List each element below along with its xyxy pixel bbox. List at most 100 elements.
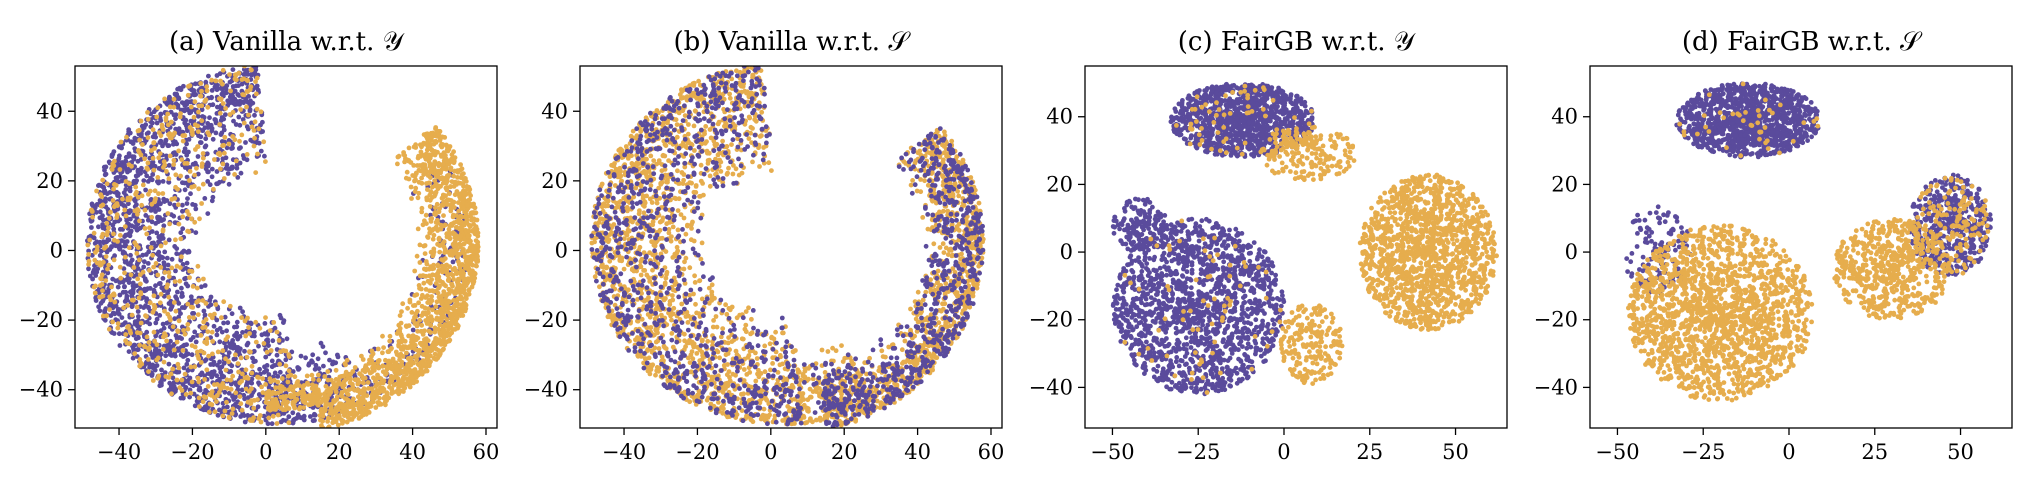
scatter-point (124, 218, 130, 223)
scatter-point (133, 173, 139, 179)
scatter-point (176, 96, 182, 102)
scatter-point (173, 268, 178, 274)
scatter-point (169, 391, 174, 397)
scatter-point (241, 156, 247, 161)
scatter-point (237, 160, 243, 166)
scatter-point (121, 190, 127, 196)
scatter-point (236, 70, 242, 76)
scatter-point (181, 342, 187, 348)
scatter-point (438, 226, 444, 232)
scatter-point (248, 379, 254, 385)
axes-frame (74, 65, 498, 429)
scatter-point (140, 252, 146, 258)
scatter-point (374, 376, 380, 382)
scatter-point (347, 399, 353, 405)
scatter-point (145, 357, 151, 362)
scatter-point (256, 343, 261, 349)
scatter-point (310, 377, 316, 382)
scatter-point (234, 165, 240, 171)
scatter-point (105, 266, 110, 272)
scatter-point (255, 397, 260, 402)
scatter-point (180, 208, 185, 214)
scatter-point (214, 82, 220, 88)
scatter-point (106, 225, 111, 231)
scatter-point (450, 230, 456, 236)
scatter-point (373, 364, 379, 370)
scatter-point (432, 329, 438, 335)
scatter-point (646, 355, 652, 361)
scatter-point (421, 280, 427, 286)
scatter-point (146, 191, 151, 197)
scatter-point (98, 203, 104, 209)
scatter-point (322, 408, 328, 414)
scatter-point (167, 201, 173, 207)
scatter-point (170, 375, 176, 381)
scatter-point (196, 298, 202, 304)
scatter-point (171, 141, 176, 147)
scatter-point (320, 418, 325, 424)
scatter-point (427, 230, 433, 236)
scatter-point (451, 184, 457, 189)
scatter-point (465, 233, 470, 239)
scatter-point (274, 329, 280, 335)
scatter-point (226, 350, 232, 356)
scatter-point (167, 352, 173, 357)
scatter-point (312, 366, 318, 372)
scatter-point (159, 382, 164, 388)
scatter-point (225, 166, 230, 172)
scatter-point (207, 182, 213, 188)
scatter-point (267, 392, 272, 398)
scatter-point (398, 320, 404, 326)
scatter-point (184, 99, 190, 104)
scatter-point (464, 184, 470, 189)
scatter-point (161, 334, 166, 340)
scatter-point (219, 364, 225, 370)
scatter-point (135, 128, 141, 134)
scatter-point (135, 158, 141, 164)
scatter-point (226, 359, 232, 365)
scatter-point (301, 417, 307, 423)
scatter-point (200, 155, 206, 161)
scatter-point (262, 321, 268, 326)
scatter-point (269, 421, 275, 427)
scatter-point (305, 382, 311, 387)
scatter-point (195, 263, 201, 269)
scatter-point (214, 399, 219, 404)
scatter-point (151, 366, 157, 371)
scatter-point (179, 157, 185, 163)
scatter-point (220, 161, 226, 167)
scatter-point (416, 300, 421, 306)
scatter-point (209, 166, 215, 172)
scatter-point (441, 223, 447, 229)
scatter-point (198, 93, 204, 99)
scatter-point (137, 218, 142, 224)
scatter-point (757, 164, 762, 169)
scatter-point (399, 346, 404, 352)
scatter-point (175, 202, 181, 208)
scatter-point (165, 262, 171, 268)
scatter-point (250, 355, 255, 361)
scatter-point (113, 183, 119, 188)
scatter-point (304, 373, 310, 379)
scatter-point (452, 155, 458, 161)
scatter-point (151, 329, 157, 335)
scatter-point (223, 344, 229, 350)
scatter-point (90, 203, 96, 208)
scatter-point (206, 73, 211, 79)
scatter-point (228, 381, 234, 387)
scatter-point (151, 167, 157, 173)
scatter-point (125, 154, 131, 159)
scatter-point (116, 156, 122, 162)
scatter-point (209, 174, 215, 180)
scatter-point (214, 373, 220, 379)
scatter-point (110, 319, 115, 325)
scatter-point (366, 386, 371, 391)
scatter-point (239, 378, 245, 384)
scatter-point (415, 347, 421, 353)
scatter-point (475, 239, 481, 245)
scatter-point (391, 358, 396, 364)
scatter-point (172, 244, 178, 249)
scatter-point (351, 414, 357, 420)
scatter-point (439, 301, 445, 307)
scatter-point (109, 284, 114, 290)
